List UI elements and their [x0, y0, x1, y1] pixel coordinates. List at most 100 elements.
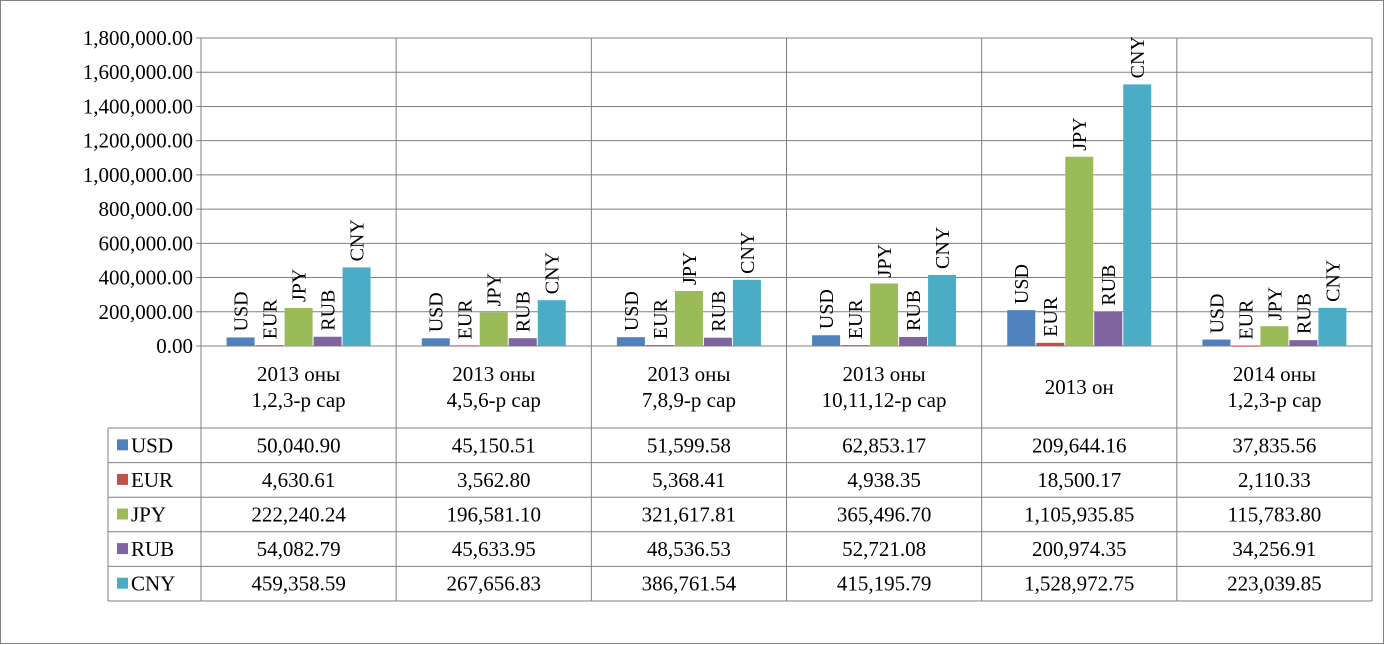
bar-rub: [508, 338, 537, 346]
bar-label-jpy: JPY: [1069, 117, 1091, 150]
table-cell-eur: 18,500.17: [1037, 468, 1121, 492]
bar-label-cny: CNY: [542, 252, 564, 294]
bar-jpy: [674, 290, 703, 346]
table-cell-cny: 1,528,972.75: [1024, 572, 1134, 596]
bar-jpy: [479, 312, 508, 346]
table-cell-jpy: 196,581.10: [447, 503, 542, 527]
table-cell-usd: 37,835.56: [1232, 433, 1316, 457]
category-label: 4,5,6-р сар: [447, 388, 541, 412]
table-cell-cny: 415,195.79: [837, 572, 932, 596]
table-cell-jpy: 115,783.80: [1228, 503, 1322, 527]
table-cell-jpy: 1,105,935.85: [1024, 503, 1134, 527]
table-cell-rub: 54,082.79: [257, 537, 341, 561]
y-tick-label: 1,000,000.00: [83, 163, 193, 187]
bar-label-usd: USD: [426, 292, 448, 332]
legend-swatch-jpy: [117, 508, 128, 520]
y-tick-label: 1,600,000.00: [83, 60, 193, 84]
bar-eur: [1231, 345, 1260, 347]
bar-label-jpy: JPY: [484, 273, 506, 306]
bar-label-cny: CNY: [932, 227, 954, 269]
legend-label-eur: EUR: [131, 468, 173, 492]
y-tick-label: 1,800,000.00: [83, 26, 193, 50]
bar-eur: [255, 345, 284, 347]
legend-swatch-usd: [117, 439, 128, 451]
category-label: 2014 оны: [1233, 362, 1316, 386]
bar-label-jpy: JPY: [289, 269, 311, 302]
table-cell-rub: 200,974.35: [1032, 537, 1127, 561]
bar-label-usd: USD: [1206, 294, 1228, 334]
legend-label-jpy: JPY: [131, 503, 166, 527]
bar-label-eur: EUR: [455, 299, 477, 340]
bar-label-usd: USD: [1011, 264, 1033, 304]
bar-label-rub: RUB: [1098, 264, 1120, 305]
bar-eur: [1036, 342, 1065, 346]
bar-cny: [928, 274, 957, 346]
bar-label-cny: CNY: [1322, 260, 1344, 302]
table-cell-eur: 2,110.33: [1238, 468, 1311, 492]
table-cell-jpy: 222,240.24: [251, 503, 346, 527]
table-cell-eur: 4,938.35: [847, 468, 921, 492]
table-cell-cny: 223,039.85: [1227, 572, 1322, 596]
table-cell-usd: 50,040.90: [257, 433, 341, 457]
bar-eur: [450, 345, 479, 347]
bar-label-usd: USD: [231, 291, 253, 331]
legend-label-usd: USD: [131, 433, 173, 457]
table-cell-usd: 209,644.16: [1032, 433, 1127, 457]
table-cell-jpy: 365,496.70: [837, 503, 932, 527]
table-cell-usd: 45,150.51: [452, 433, 536, 457]
bar-eur: [841, 345, 870, 347]
table-cell-eur: 5,368.41: [652, 468, 726, 492]
bar-cny: [342, 267, 371, 346]
bar-rub: [703, 337, 732, 346]
bar-label-rub: RUB: [318, 290, 340, 331]
category-label: 2013 оны: [257, 362, 340, 386]
table-cell-cny: 267,656.83: [447, 572, 542, 596]
bar-label-cny: CNY: [737, 232, 759, 274]
bar-usd: [616, 337, 645, 346]
bar-label-jpy: JPY: [874, 244, 896, 277]
y-tick-label: 800,000.00: [99, 197, 194, 221]
bar-label-jpy: JPY: [1264, 287, 1286, 320]
bar-label-eur: EUR: [1040, 296, 1062, 337]
legend-swatch-cny: [117, 577, 128, 589]
bar-label-rub: RUB: [903, 290, 925, 331]
bar-rub: [899, 336, 928, 346]
bar-label-eur: EUR: [845, 298, 867, 339]
table-cell-rub: 34,256.91: [1232, 537, 1316, 561]
bar-label-eur: EUR: [260, 299, 282, 340]
category-label: 2013 он: [1045, 375, 1114, 399]
y-tick-label: 600,000.00: [99, 231, 194, 255]
bar-cny: [732, 279, 761, 346]
bar-rub: [1094, 311, 1123, 346]
legend-label-rub: RUB: [131, 537, 174, 561]
bar-label-rub: RUB: [708, 291, 730, 332]
bar-jpy: [870, 283, 899, 346]
table-cell-rub: 52,721.08: [842, 537, 926, 561]
category-label: 1,2,3-р сар: [252, 388, 346, 412]
legend-label-cny: CNY: [131, 572, 175, 596]
legend-swatch-eur: [117, 473, 128, 485]
y-tick-label: 1,200,000.00: [83, 129, 193, 153]
y-tick-label: 0.00: [156, 334, 193, 358]
y-tick-label: 200,000.00: [99, 300, 194, 324]
bar-label-usd: USD: [621, 291, 643, 331]
y-tick-label: 400,000.00: [99, 266, 194, 290]
bar-eur: [645, 345, 674, 347]
bar-label-usd: USD: [816, 289, 838, 329]
bar-label-rub: RUB: [513, 291, 535, 332]
table-cell-cny: 386,761.54: [642, 572, 737, 596]
bar-label-eur: EUR: [1235, 299, 1257, 340]
table-cell-usd: 62,853.17: [842, 433, 926, 457]
category-label: 10,11,12-р сар: [822, 388, 947, 412]
bar-usd: [421, 338, 450, 346]
bar-jpy: [1065, 156, 1094, 346]
table-cell-eur: 4,630.61: [262, 468, 336, 492]
table-cell-rub: 48,536.53: [647, 537, 731, 561]
bar-usd: [226, 337, 255, 346]
table-cell-cny: 459,358.59: [251, 572, 346, 596]
table-cell-rub: 45,633.95: [452, 537, 536, 561]
category-label: 2013 оны: [843, 362, 926, 386]
bar-jpy: [284, 307, 313, 346]
